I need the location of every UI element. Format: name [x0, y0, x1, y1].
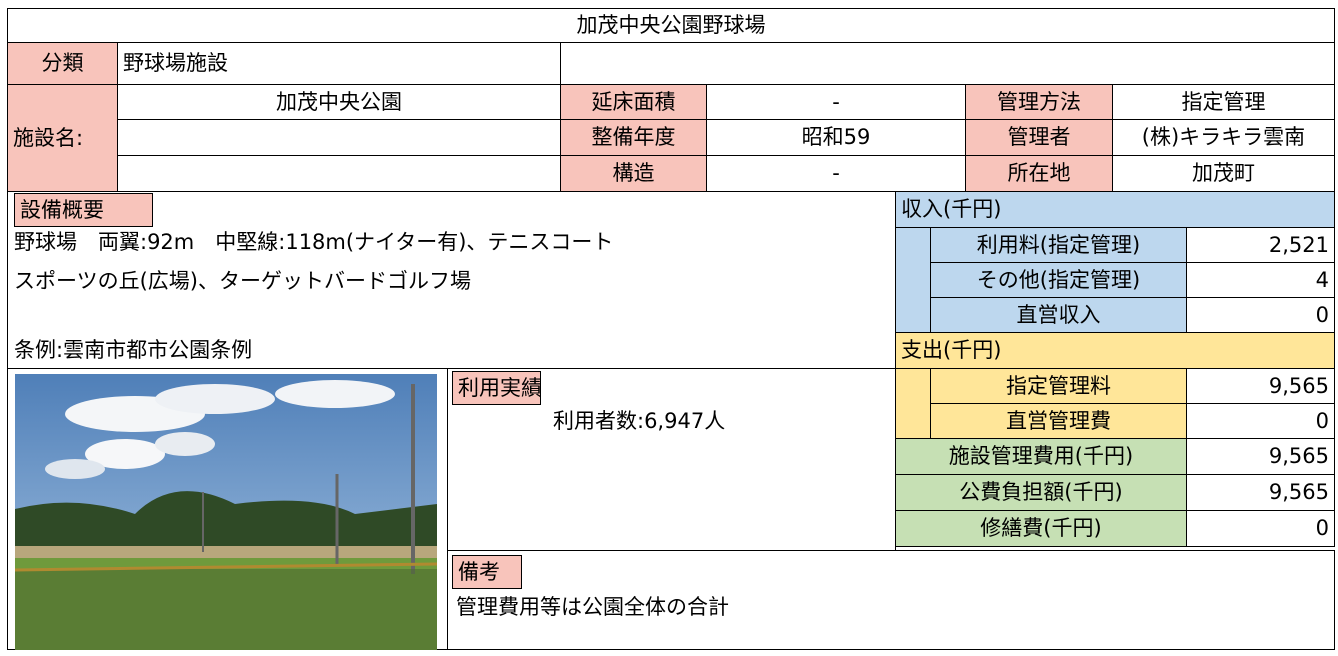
notes-label: 備考	[452, 555, 522, 589]
notes-area	[447, 550, 1335, 650]
overview-line: スポーツの丘(広場)、ターゲットバードゴルフ場	[14, 269, 471, 293]
income-label: 直営収入	[930, 297, 1187, 333]
expense-value: 9,565	[1186, 368, 1335, 404]
total-label: 施設管理費用(千円)	[895, 438, 1187, 475]
total-label: 修繕費(千円)	[895, 510, 1187, 547]
expense-header: 支出(千円)	[895, 332, 1335, 369]
income-label: 利用料(指定管理)	[930, 227, 1187, 263]
category-value: 野球場施設	[117, 42, 561, 85]
management-value: 加茂町	[1112, 155, 1335, 192]
expense-value: 0	[1186, 403, 1335, 439]
income-label: その他(指定管理)	[930, 262, 1187, 298]
management-value: 指定管理	[1112, 84, 1335, 120]
total-value: 0	[1186, 510, 1335, 547]
blank	[117, 155, 561, 192]
notes-text: 管理費用等は公園全体の合計	[456, 595, 729, 619]
category-label: 分類	[7, 42, 118, 85]
income-value: 4	[1186, 262, 1335, 298]
blank	[117, 119, 561, 156]
attribute-label: 構造	[560, 155, 707, 192]
attribute-value: -	[706, 84, 966, 120]
income-strip	[895, 227, 931, 333]
expense-label: 指定管理料	[930, 368, 1187, 404]
management-value: (株)キラキラ雲南	[1112, 119, 1335, 156]
management-label: 管理方法	[965, 84, 1113, 120]
overview-area	[7, 191, 896, 369]
expense-strip	[895, 368, 931, 439]
attribute-label: 整備年度	[560, 119, 707, 156]
usage-label: 利用実績	[452, 371, 541, 405]
ordinance: 条例:雲南市都市公園条例	[14, 338, 253, 362]
income-value: 0	[1186, 297, 1335, 333]
management-label: 所在地	[965, 155, 1113, 192]
attribute-value: -	[706, 155, 966, 192]
expense-label: 直営管理費	[930, 403, 1187, 439]
blank	[560, 42, 1335, 85]
overview-label: 設備概要	[14, 193, 153, 227]
attribute-label: 延床面積	[560, 84, 707, 120]
income-value: 2,521	[1186, 227, 1335, 263]
attribute-value: 昭和59	[706, 119, 966, 156]
facility-name: 加茂中央公園	[117, 84, 561, 120]
facility-label: 施設名:	[7, 84, 118, 192]
total-label: 公費負担額(千円)	[895, 474, 1187, 511]
income-header: 収入(千円)	[895, 191, 1335, 228]
park-photo	[15, 374, 437, 650]
management-label: 管理者	[965, 119, 1113, 156]
title: 加茂中央公園野球場	[7, 8, 1335, 43]
usage-text: 利用者数:6,947人	[553, 409, 726, 433]
overview-line: 野球場 両翼:92m 中堅線:118m(ナイター有)、テニスコート	[14, 230, 614, 254]
total-value: 9,565	[1186, 438, 1335, 475]
total-value: 9,565	[1186, 474, 1335, 511]
